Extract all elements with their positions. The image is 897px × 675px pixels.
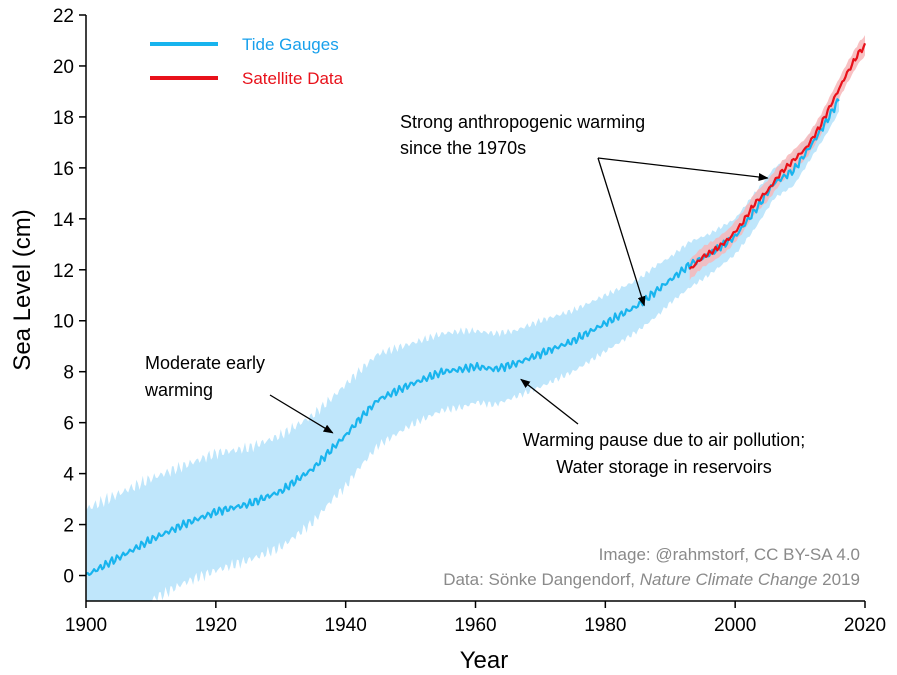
annotation-early-warming-line-1: Moderate early <box>145 353 265 373</box>
series-line-satellite-data <box>688 42 867 270</box>
y-tick-label-18: 18 <box>53 108 74 129</box>
annotation-arrow-2-0 <box>520 378 579 425</box>
legend: Tide Gauges Satellite Data <box>150 35 344 88</box>
y-tick-label-6: 6 <box>63 414 74 435</box>
annotation-pause-line-2: Water storage in reservoirs <box>556 457 771 477</box>
y-tick-label-2: 2 <box>63 516 74 537</box>
y-tick-label-10: 10 <box>53 312 74 333</box>
x-tick-label-1940: 1940 <box>325 615 367 636</box>
credit-data-journal: Nature Climate Change <box>640 570 818 589</box>
uncertainty-band-tide-gauges <box>86 86 839 601</box>
x-tick-label-1920: 1920 <box>195 615 237 636</box>
credit-data: Data: Sönke Dangendorf, Nature Climate C… <box>443 570 860 589</box>
x-tick-label-2020: 2020 <box>844 615 886 636</box>
annotation-arrows <box>269 157 769 434</box>
x-tick-label-2000: 2000 <box>714 615 756 636</box>
annotation-early-warming-line-2: warming <box>144 380 213 400</box>
y-tick-label-0: 0 <box>63 567 74 588</box>
y-tick-label-16: 16 <box>53 159 74 180</box>
y-tick-label-14: 14 <box>53 210 75 231</box>
annotation-arrow-1-0 <box>269 394 334 434</box>
credit-data-prefix: Data: Sönke Dangendorf, <box>443 570 635 589</box>
y-tick-label-4: 4 <box>63 465 74 486</box>
credit-data-year: 2019 <box>822 570 860 589</box>
y-tick-label-8: 8 <box>63 363 74 384</box>
y-tick-label-20: 20 <box>53 57 74 78</box>
x-tick-label-1960: 1960 <box>454 615 496 636</box>
legend-label-satellite-data: Satellite Data <box>242 69 344 88</box>
x-tick-label-1980: 1980 <box>584 615 626 636</box>
annotation-arrow-0-0 <box>597 157 646 307</box>
y-axis-title: Sea Level (cm) <box>9 209 36 370</box>
annotation-anthropogenic-line-2: since the 1970s <box>400 138 526 158</box>
legend-label-tide-gauges: Tide Gauges <box>242 35 339 54</box>
tick-marks: 1900 1920 1940 1960 1980 2000 2020 0 2 4 6 8 10 12 14 1… <box>53 6 886 636</box>
credit-image: Image: @rahmstorf, CC BY-SA 4.0 <box>599 545 860 564</box>
x-axis-title: Year <box>460 647 509 674</box>
x-tick-label-1900: 1900 <box>65 615 107 636</box>
annotation-anthropogenic-line-1: Strong anthropogenic warming <box>400 112 645 132</box>
annotation-arrow-0-1 <box>597 157 769 181</box>
y-tick-label-22: 22 <box>53 6 74 27</box>
annotation-pause-line-1: Warming pause due to air pollution; <box>523 430 806 450</box>
uncertainty-band-satellite-data <box>689 35 865 281</box>
y-tick-label-12: 12 <box>53 261 74 282</box>
series-lines <box>85 42 867 576</box>
